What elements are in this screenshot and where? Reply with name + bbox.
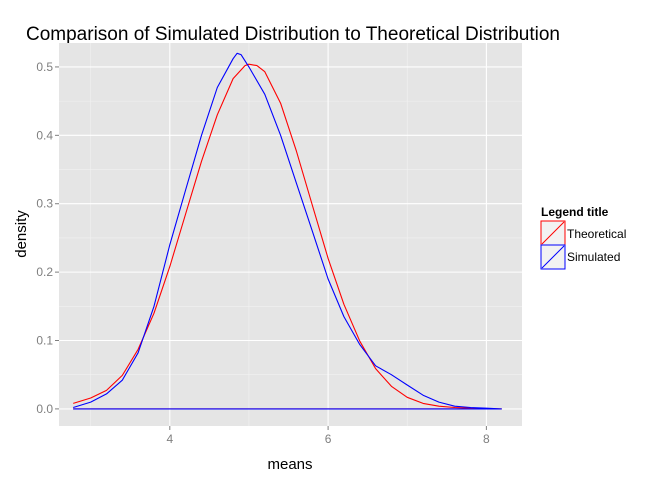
legend-item-theoretical: Theoretical: [540, 220, 626, 246]
y-tick-label: 0.0: [36, 402, 53, 416]
x-tick-label: 8: [483, 432, 490, 446]
y-tick-label: 0.4: [36, 128, 53, 142]
legend-key-line-theoretical: [541, 221, 565, 245]
y-tick-label: 0.5: [36, 60, 53, 74]
legend-key-line-simulated: [541, 245, 565, 269]
legend-label-theoretical: Theoretical: [567, 227, 626, 241]
series-layer: [73, 52, 502, 410]
y-tick-label: 0.1: [36, 334, 53, 348]
minor-gridlines: [59, 43, 522, 426]
x-axis-title: means: [267, 456, 312, 473]
x-tick-label: 6: [325, 432, 332, 446]
y-axis-title: density: [13, 210, 30, 258]
y-tick-label: 0.2: [36, 265, 53, 279]
series-line-simulated: [73, 52, 502, 410]
y-tick-label: 0.3: [36, 197, 53, 211]
legend-item-simulated: Simulated: [540, 244, 620, 270]
x-axis: 4 6 8: [166, 426, 490, 446]
legend-label-simulated: Simulated: [567, 250, 620, 264]
series-line-theoretical: [73, 63, 502, 410]
x-tick-label: 4: [166, 432, 173, 446]
legend: Legend title Theoretical Simulated: [540, 205, 626, 270]
y-axis: 0.0 0.1 0.2 0.3 0.4 0.5: [36, 60, 59, 416]
legend-title: Legend title: [541, 205, 609, 219]
plot-panel: [59, 43, 522, 426]
chart-title: Comparison of Simulated Distribution to …: [26, 24, 560, 45]
